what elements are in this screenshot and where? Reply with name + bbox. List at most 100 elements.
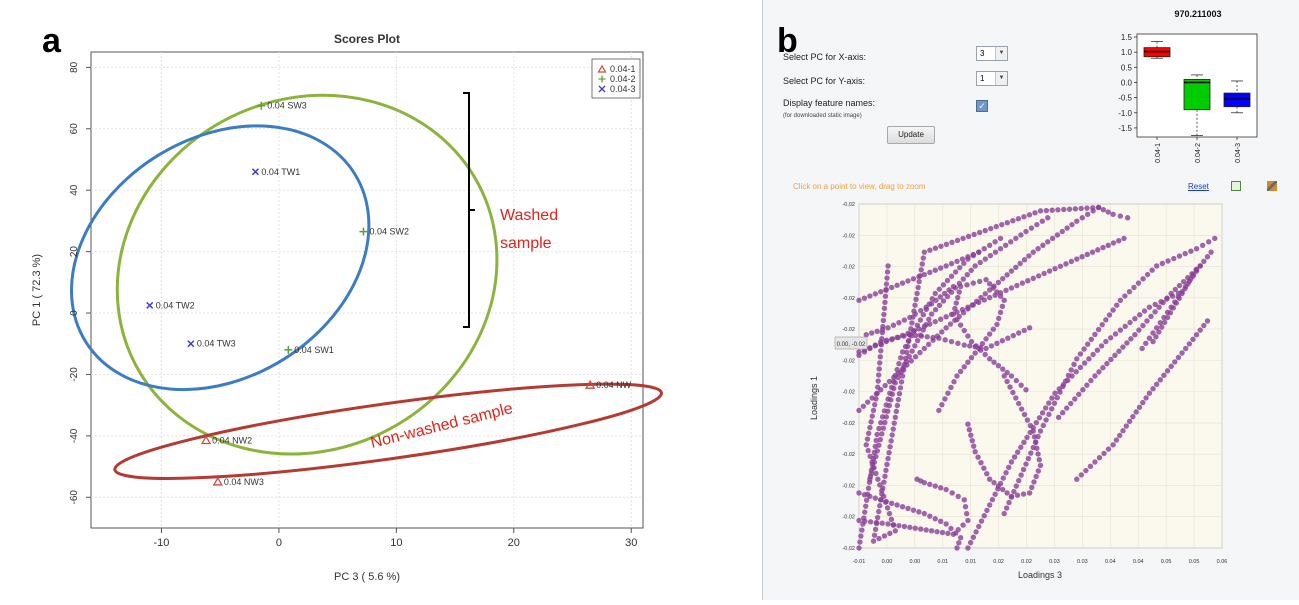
loading-point[interactable] [914,337,921,344]
loading-point[interactable] [1040,422,1046,429]
loading-point[interactable] [1037,428,1044,434]
loading-point[interactable] [1029,484,1035,491]
loading-point[interactable] [859,527,865,533]
loading-point[interactable] [880,323,886,330]
loading-point[interactable] [884,461,890,468]
loading-point[interactable] [932,245,939,251]
loading-point[interactable] [944,277,951,284]
loading-point[interactable] [883,467,889,474]
loading-point[interactable] [1105,242,1111,248]
loading-point[interactable] [1049,395,1055,401]
loading-point[interactable] [871,465,877,471]
loading-point[interactable] [1087,463,1094,469]
loading-point[interactable] [1103,317,1109,323]
loading-point[interactable] [1010,389,1016,396]
loading-point[interactable] [886,378,893,385]
loading-point[interactable] [918,307,924,314]
loading-point[interactable] [1060,381,1067,388]
loading-point[interactable] [898,379,905,385]
loading-point[interactable] [1175,354,1182,361]
loading-point[interactable] [997,246,1004,252]
loading-point[interactable] [1164,295,1170,301]
loading-point[interactable] [908,326,914,332]
loading-point[interactable] [973,529,979,535]
loading-point[interactable] [890,522,897,528]
loading-point[interactable] [1014,282,1020,289]
loading-point[interactable] [1000,275,1006,282]
loading-point[interactable] [1084,211,1091,218]
loading-point[interactable] [1204,318,1211,324]
loading-point[interactable] [1157,319,1163,326]
loading-point[interactable] [972,344,978,350]
loading-point[interactable] [1000,475,1006,481]
loading-point[interactable] [867,293,873,299]
y-axis-select[interactable]: 1 ▼ [976,71,1008,86]
loading-point[interactable] [1018,444,1024,450]
loading-point[interactable] [916,278,922,285]
loading-point[interactable] [1072,206,1079,212]
loading-point[interactable] [992,491,998,497]
loading-point[interactable] [961,342,967,348]
loading-point[interactable] [970,280,977,286]
loading-point[interactable] [1084,251,1090,258]
loading-point[interactable] [989,496,996,503]
loading-point[interactable] [897,385,904,391]
loading-point[interactable] [880,485,886,491]
loading-point[interactable] [877,436,884,443]
loading-point[interactable] [894,502,900,508]
loading-point[interactable] [871,532,878,538]
loading-point[interactable] [976,229,983,236]
loading-point[interactable] [1212,235,1218,242]
loading-point[interactable] [1092,331,1098,338]
loading-point[interactable] [1153,325,1160,331]
loading-point[interactable] [997,293,1004,299]
loading-point[interactable] [981,297,987,303]
loading-point[interactable] [943,314,949,320]
loading-point[interactable] [914,290,920,297]
loading-point[interactable] [886,402,893,409]
loading-point[interactable] [908,358,914,364]
loading-point[interactable] [868,419,874,425]
loading-point[interactable] [1039,218,1046,224]
loading-point[interactable] [948,260,955,267]
loading-point[interactable] [857,539,863,545]
loading-point[interactable] [921,271,928,278]
loading-point[interactable] [877,354,883,360]
loading-point[interactable] [1182,285,1188,292]
loading-point[interactable] [972,263,978,269]
loading-point[interactable] [942,396,948,402]
loading-point[interactable] [986,502,993,508]
loading-point[interactable] [927,247,933,253]
loading-point[interactable] [1005,335,1011,341]
loading-point[interactable] [1135,280,1142,286]
loading-point[interactable] [890,322,897,328]
loading-point[interactable] [995,279,1002,286]
loading-point[interactable] [1046,400,1052,406]
loading-point[interactable] [972,448,978,455]
loading-point[interactable] [963,510,970,517]
loading-point[interactable] [1117,327,1124,333]
loading-point[interactable] [951,379,957,385]
loading-point[interactable] [882,499,889,505]
loading-point[interactable] [976,249,982,255]
loading-point[interactable] [889,391,896,397]
loading-point[interactable] [1153,334,1159,340]
loading-point[interactable] [967,343,973,349]
loading-point[interactable] [1123,423,1129,429]
loading-point[interactable] [936,407,942,414]
loading-point[interactable] [1078,205,1084,212]
loading-point[interactable] [965,359,971,365]
loading-point[interactable] [876,508,882,515]
loading-point[interactable] [1023,461,1029,467]
loading-point[interactable] [867,476,873,482]
loading-point[interactable] [867,519,874,525]
loading-point[interactable] [988,343,995,349]
loading-point[interactable] [1208,249,1214,255]
loading-point[interactable] [961,364,967,370]
loading-point[interactable] [930,334,936,341]
loading-point[interactable] [932,516,938,522]
loading-point[interactable] [865,399,871,405]
loading-point[interactable] [1110,240,1117,246]
loading-point[interactable] [876,366,882,372]
loading-point[interactable] [1071,361,1077,368]
